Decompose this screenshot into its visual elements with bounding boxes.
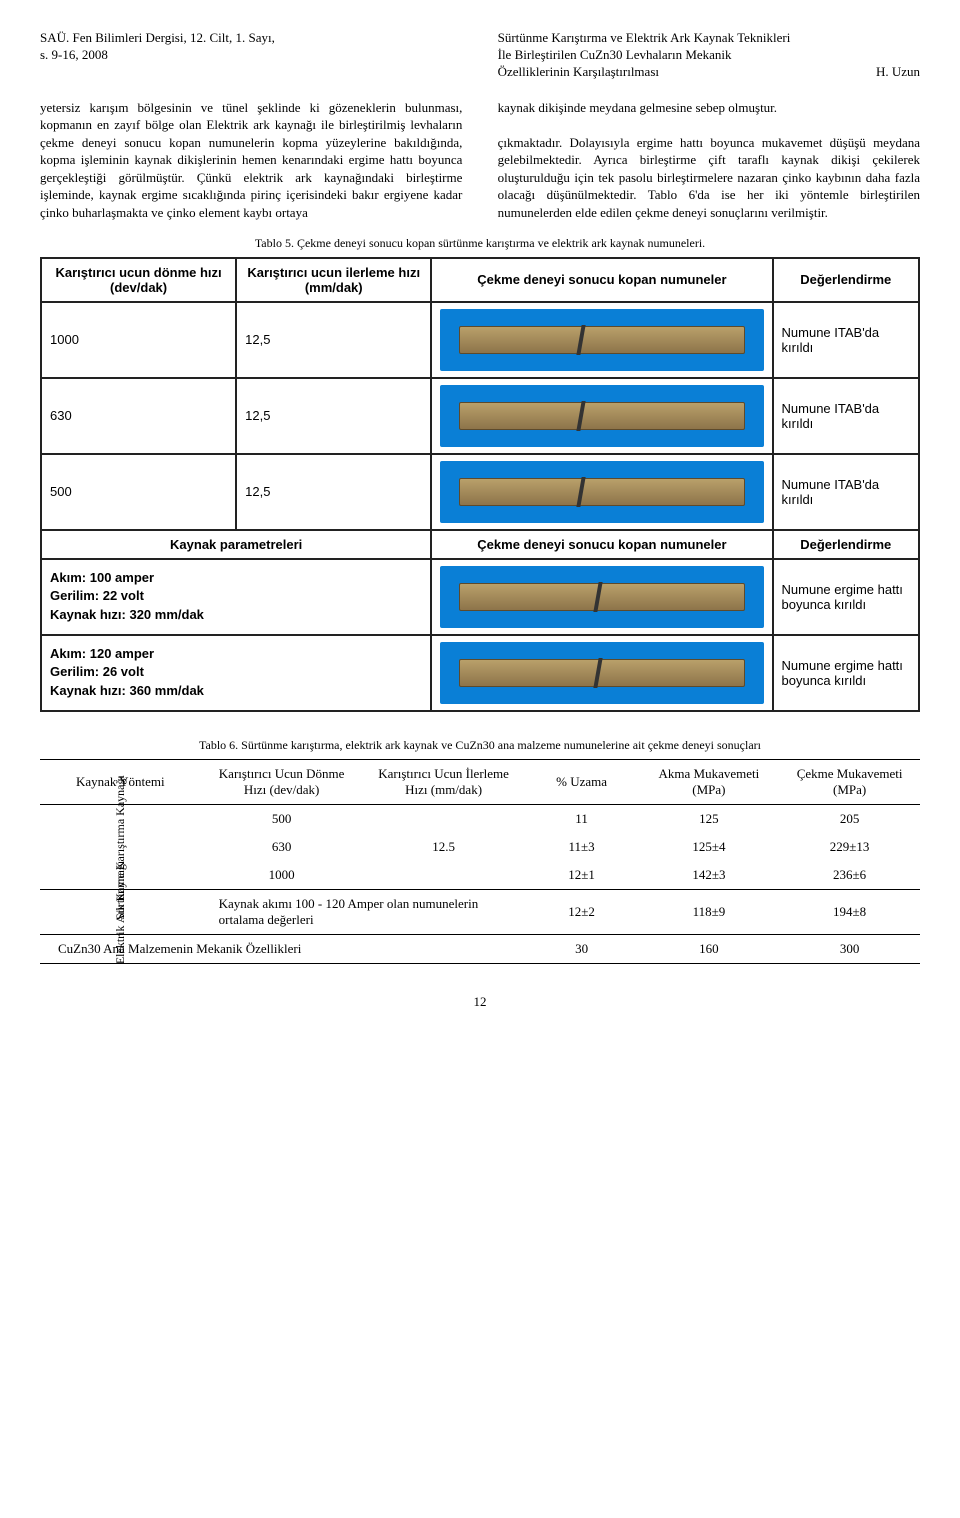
t6-c: 300	[779, 934, 920, 963]
body-left-col: yetersiz karışım bölgesinin ve tünel şek…	[40, 99, 462, 222]
t6-a: 142±3	[639, 861, 780, 890]
t6-c: 236±6	[779, 861, 920, 890]
t6-row: Sürtünme Karıştırma Kaynağı 500 12.5 11 …	[40, 804, 920, 833]
t5b-p2: Gerilim: 26 volt	[50, 664, 144, 679]
journal-title: SAÜ. Fen Bilimleri Dergisi, 12. Cilt, 1.…	[40, 30, 275, 45]
t6-method2-label: Elektrik Ark Kaynağı	[113, 860, 128, 963]
table6-caption: Tablo 6. Sürtünme karıştırma, elektrik a…	[40, 738, 920, 753]
t5-c1: 630	[41, 378, 236, 454]
t5-eval: Numune ITAB'da kırıldı	[773, 302, 919, 378]
t5-eval: Numune ITAB'da kırıldı	[773, 454, 919, 530]
t6-a: 160	[639, 934, 780, 963]
body-text: yetersiz karışım bölgesinin ve tünel şek…	[40, 99, 920, 222]
t6-d: 1000	[201, 861, 363, 890]
t6-eak-desc: Kaynak akımı 100 - 120 Amper olan numune…	[201, 889, 525, 934]
body-left-para: yetersiz karışım bölgesinin ve tünel şek…	[40, 100, 462, 220]
specimen-photo	[440, 642, 763, 704]
t5b-params: Akım: 120 amper Gerilim: 26 volt Kaynak …	[41, 635, 431, 711]
t6-c: 194±8	[779, 889, 920, 934]
table5-caption: Tablo 5. Çekme deneyi sonucu kopan sürtü…	[40, 236, 920, 251]
t5b-h3: Değerlendirme	[773, 530, 919, 559]
t6-h3: Karıştırıcı Ucun İlerleme Hızı (mm/dak)	[363, 759, 525, 804]
t5b-params: Akım: 100 amper Gerilim: 22 volt Kaynak …	[41, 559, 431, 635]
t5-row: 630 12,5 Numune ITAB'da kırıldı	[41, 378, 919, 454]
t5-c2: 12,5	[236, 378, 431, 454]
paper-title-1: Sürtünme Karıştırma ve Elektrik Ark Kayn…	[498, 30, 791, 45]
t5-c1: 1000	[41, 302, 236, 378]
t5-row: 1000 12,5 Numune ITAB'da kırıldı	[41, 302, 919, 378]
body-right-para2: çıkmaktadır. Dolayısıyla ergime hattı bo…	[498, 135, 920, 220]
t5-c2: 12,5	[236, 454, 431, 530]
t5-h3: Çekme deneyi sonucu kopan numuneler	[431, 258, 772, 302]
author-name: H. Uzun	[876, 64, 920, 81]
header-left: SAÜ. Fen Bilimleri Dergisi, 12. Cilt, 1.…	[40, 30, 462, 81]
t6-h2: Karıştırıcı Ucun Dönme Hızı (dev/dak)	[201, 759, 363, 804]
t5-row: 500 12,5 Numune ITAB'da kırıldı	[41, 454, 919, 530]
t5-h4: Değerlendirme	[773, 258, 919, 302]
t5-h1: Karıştırıcı ucun dönme hızı (dev/dak)	[41, 258, 236, 302]
t6-row: Elektrik Ark Kaynağı Kaynak akımı 100 - …	[40, 889, 920, 934]
t6-u: 30	[525, 934, 639, 963]
page-number: 12	[40, 994, 920, 1010]
paper-title-3: Özelliklerinin Karşılaştırılması	[498, 64, 659, 79]
t6-u: 12±1	[525, 861, 639, 890]
t6-a: 125	[639, 804, 780, 833]
t6-u: 12±2	[525, 889, 639, 934]
t6-c: 229±13	[779, 833, 920, 861]
specimen-photo	[440, 309, 763, 371]
specimen-photo	[440, 461, 763, 523]
journal-pages: s. 9-16, 2008	[40, 47, 108, 62]
t5-c1: 500	[41, 454, 236, 530]
t6-c: 205	[779, 804, 920, 833]
specimen-photo	[440, 385, 763, 447]
t5b-p1: Akım: 100 amper	[50, 570, 154, 585]
body-right-para1: kaynak dikişinde meydana gelmesine sebep…	[498, 100, 777, 115]
t5b-eval: Numune ergime hattı boyunca kırıldı	[773, 635, 919, 711]
t5b-h1: Kaynak parametreleri	[41, 530, 431, 559]
t6-method2: Elektrik Ark Kaynağı	[40, 889, 201, 934]
t6-u: 11	[525, 804, 639, 833]
t6-h4: % Uzama	[525, 759, 639, 804]
t5-c2: 12,5	[236, 302, 431, 378]
t5b-p2: Gerilim: 22 volt	[50, 588, 144, 603]
paper-header: SAÜ. Fen Bilimleri Dergisi, 12. Cilt, 1.…	[40, 30, 920, 81]
table6: Kaynak Yöntemi Karıştırıcı Ucun Dönme Hı…	[40, 759, 920, 964]
header-right: Sürtünme Karıştırma ve Elektrik Ark Kayn…	[498, 30, 920, 81]
t6-lastrow: CuZn30 Ana Malzemenin Mekanik Özellikler…	[40, 934, 920, 963]
t5b-row: Akım: 100 amper Gerilim: 22 volt Kaynak …	[41, 559, 919, 635]
t5-h2: Karıştırıcı ucun ilerleme hızı (mm/dak)	[236, 258, 431, 302]
t6-u: 11±3	[525, 833, 639, 861]
table5: Karıştırıcı ucun dönme hızı (dev/dak) Ka…	[40, 257, 920, 712]
t5-eval: Numune ITAB'da kırıldı	[773, 378, 919, 454]
t6-d: 630	[201, 833, 363, 861]
paper-title-2: İle Birleştirilen CuZn30 Levhaların Meka…	[498, 47, 732, 62]
t6-a: 125±4	[639, 833, 780, 861]
t5b-row: Akım: 120 amper Gerilim: 26 volt Kaynak …	[41, 635, 919, 711]
t6-a: 118±9	[639, 889, 780, 934]
t6-d: 500	[201, 804, 363, 833]
t6-h6: Çekme Mukavemeti (MPa)	[779, 759, 920, 804]
t5b-eval: Numune ergime hattı boyunca kırıldı	[773, 559, 919, 635]
t6-h5: Akma Mukavemeti (MPa)	[639, 759, 780, 804]
t5b-p1: Akım: 120 amper	[50, 646, 154, 661]
t6-i: 12.5	[363, 804, 525, 889]
t5b-p3: Kaynak hızı: 360 mm/dak	[50, 683, 204, 698]
t5b-h2: Çekme deneyi sonucu kopan numuneler	[431, 530, 772, 559]
t5b-p3: Kaynak hızı: 320 mm/dak	[50, 607, 204, 622]
specimen-photo	[440, 566, 763, 628]
body-right-col: kaynak dikişinde meydana gelmesine sebep…	[498, 99, 920, 222]
